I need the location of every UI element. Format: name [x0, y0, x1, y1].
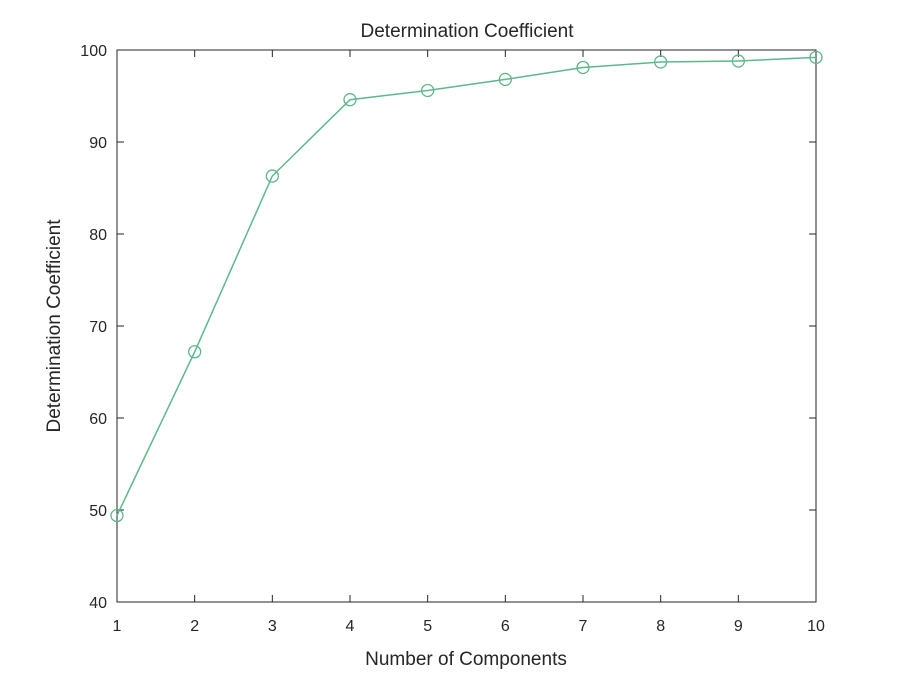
data-point	[188, 345, 202, 359]
y-axis: 40 50 60 70 80 90 100	[80, 43, 816, 612]
y-tick-label: 60	[89, 411, 107, 428]
x-tick-label: 6	[501, 618, 510, 635]
y-tick-label: 90	[89, 135, 107, 152]
data-point	[421, 83, 435, 98]
data-point	[576, 60, 590, 75]
x-tick-label: 5	[423, 618, 432, 635]
data-point	[498, 72, 512, 87]
x-tick-label: 4	[346, 618, 355, 635]
data-point	[654, 55, 668, 69]
x-axis: 1 2 3 4 5 6 7 8 9 10	[113, 50, 825, 635]
data-point	[809, 50, 823, 65]
x-tick-label: 8	[656, 618, 665, 635]
y-axis-label: Determination Coefficient	[44, 219, 65, 433]
x-tick-label: 10	[807, 618, 825, 635]
y-tick-label: 50	[89, 503, 107, 520]
y-tick-label: 80	[89, 227, 107, 244]
data-point	[731, 54, 745, 68]
chart-title: Determination Coefficient	[361, 21, 575, 42]
series-layer	[110, 50, 823, 523]
axes-box	[116, 49, 817, 603]
series-line	[116, 56, 817, 516]
y-tick-label: 100	[80, 43, 107, 60]
x-tick-label: 3	[268, 618, 277, 635]
y-tick-label: 70	[89, 319, 107, 336]
x-tick-label: 1	[113, 618, 122, 635]
plot-area: 1 2 3 4 5 6 7 8 9 10 40 50 60 70 80 90 100	[80, 43, 825, 635]
x-axis-label: Number of Components	[365, 649, 567, 670]
y-tick-label: 40	[89, 595, 107, 612]
data-point	[265, 169, 279, 183]
x-tick-label: 9	[734, 618, 743, 635]
x-tick-label: 7	[579, 618, 588, 635]
data-point	[110, 508, 124, 523]
x-tick-label: 2	[190, 618, 199, 635]
data-point	[343, 93, 357, 107]
